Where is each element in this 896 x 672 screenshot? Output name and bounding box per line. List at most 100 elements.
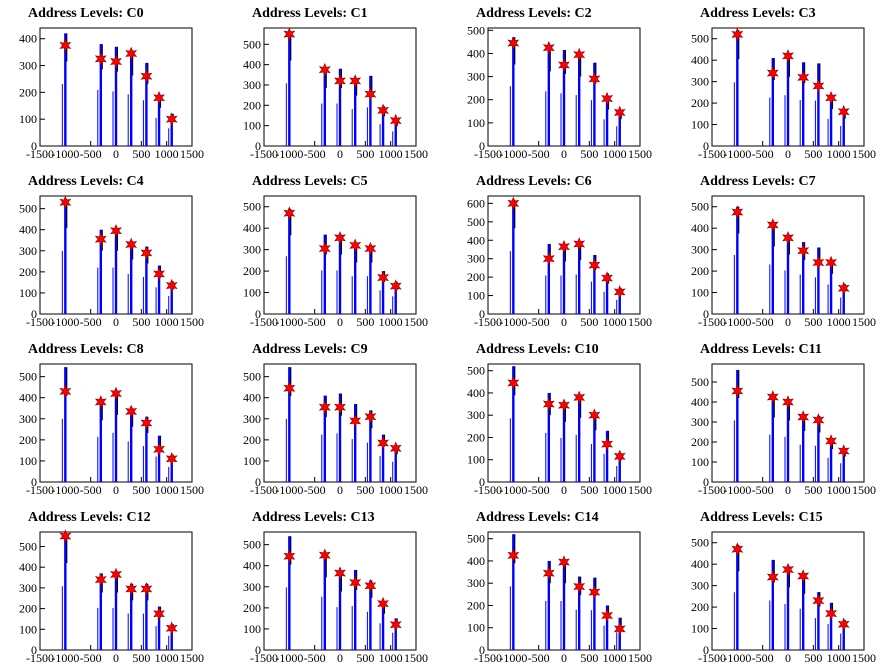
y-tick-label: 300 [243,580,261,594]
peak-marker [507,36,520,50]
histogram-bar [130,52,133,146]
x-tick-label: 0 [561,315,567,329]
histogram-bar [64,367,67,482]
y-tick-label: 100 [19,286,37,300]
y-tick-label: 500 [691,536,709,550]
peak-marker [837,444,850,458]
chart-panel: Address Levels: C14 100 200 300 400 500 0 -1500… [448,504,672,672]
y-tick-label: 300 [691,75,709,89]
x-tick-label: -1500 [26,651,54,665]
y-tick-label: 400 [691,557,709,571]
x-tick-label: -1000 [499,651,527,665]
histogram-bar [547,243,550,314]
chart-panel: Address Levels: C7 100 200 300 400 500 0 -1500-… [672,168,896,336]
x-tick-label: 500 [580,651,598,665]
histogram-bar [323,395,326,482]
y-tick-label: 0 [703,139,709,153]
histogram-bar [64,534,67,650]
chart-panel: Address Levels: C4 100 200 300 400 500 0 -1500-… [0,168,224,336]
histogram-bar [842,283,845,314]
peak-marker [601,271,613,285]
chart-title: Address Levels: C12 [28,510,151,525]
y-tick-label: 500 [467,532,485,546]
peak-marker [377,103,389,118]
histogram-bar [736,30,739,146]
x-tick-label: -1500 [698,483,726,497]
peak-marker [389,279,402,293]
peak-marker [283,549,296,564]
y-tick-label: 500 [243,200,261,214]
x-tick-label: 1000 [155,651,179,665]
histogram-bar [605,97,609,146]
peak-marker [588,258,601,272]
y-tick-label: 100 [467,621,485,635]
x-tick-label: -1000 [723,147,751,161]
peak-marker [542,40,555,55]
x-tick-label: -500 [528,483,550,497]
peak-marker [349,74,362,88]
x-tick-label: 1000 [603,483,627,497]
y-tick-label: 300 [467,70,485,84]
histogram-bar [288,536,291,650]
x-tick-label: 500 [132,483,150,497]
y-tick-label: 100 [467,289,485,303]
y-tick-label: 0 [255,307,261,321]
y-tick-label: 0 [255,643,261,657]
x-tick-label: -1500 [250,651,278,665]
y-tick-label: 500 [691,200,709,214]
x-tick-label: 0 [561,147,567,161]
x-tick-label: 0 [337,651,343,665]
y-tick-label: 0 [255,139,261,153]
y-tick-label: 400 [243,391,261,405]
y-tick-label: 300 [691,579,709,593]
peak-marker [283,381,296,396]
x-tick-label: 0 [337,315,343,329]
y-tick-label: 0 [31,307,37,321]
x-tick-label: -500 [752,483,774,497]
y-tick-label: 200 [691,96,709,110]
x-tick-label: -500 [752,315,774,329]
x-tick-label: -1000 [723,483,751,497]
y-tick-label: 100 [467,116,485,130]
peak-marker [797,410,810,424]
histogram-bar [99,44,102,146]
x-tick-label: 1000 [379,315,403,329]
y-tick-label: 100 [243,622,261,636]
histogram-bar [381,601,385,650]
histogram-bar [829,438,833,482]
x-tick-label: 1500 [180,651,204,665]
histogram-bar [786,53,790,146]
chart-panel: Address Levels: C1 100 200 300 400 500 0 -1500-… [224,0,448,168]
peak-marker [110,567,122,582]
peak-marker [165,621,178,636]
x-tick-label: -1500 [250,147,278,161]
histogram-bar [512,37,515,147]
peak-marker [364,241,377,256]
y-tick-label: 400 [467,386,485,400]
peak-marker [153,442,165,457]
histogram-bar [354,404,357,482]
histogram-bar [157,265,161,314]
chart-panel: Address Levels: C11 100 200 300 400 500 0 -1500… [672,336,896,504]
x-tick-label: 500 [580,147,598,161]
histogram-bar [338,68,342,146]
x-tick-label: -1000 [51,651,79,665]
x-tick-label: 1500 [628,147,652,161]
peak-marker [283,206,296,220]
x-tick-label: 1500 [852,483,876,497]
chart-panel: Address Levels: C9 100 200 300 400 500 0 -1500-… [224,336,448,504]
histogram-bar [288,32,291,146]
peak-marker [507,548,520,563]
y-tick-label: 500 [691,375,709,389]
histogram-bar [562,49,566,146]
y-tick-label: 100 [243,286,261,300]
histogram-bar [354,245,357,314]
x-tick-label: 0 [113,483,119,497]
y-tick-label: 500 [19,370,37,384]
